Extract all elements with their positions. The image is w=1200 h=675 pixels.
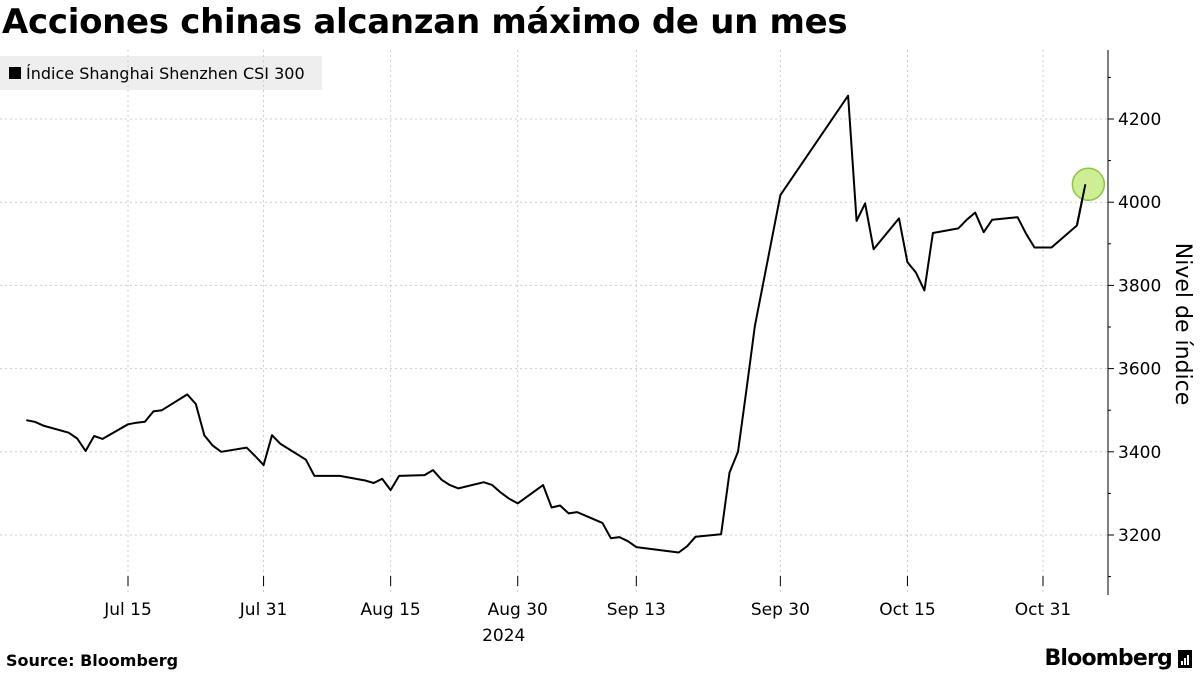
legend: Índice Shanghai Shenzhen CSI 300 bbox=[0, 56, 322, 90]
y-tick-label: 4000 bbox=[1118, 193, 1161, 213]
x-axis: Jul 15 Jul 31 Aug 15 Aug 30 Sep 13 Sep 30 Oct … bbox=[103, 576, 1071, 646]
grid-lines bbox=[0, 50, 1108, 595]
legend-label: Índice Shanghai Shenzhen CSI 300 bbox=[26, 63, 305, 83]
x-tick-label: Aug 15 bbox=[361, 600, 421, 620]
bloomberg-terminal-icon bbox=[1178, 649, 1192, 668]
y-tick-label: 3200 bbox=[1118, 526, 1161, 546]
x-tick-label: Jul 15 bbox=[103, 600, 152, 620]
brand-name: Bloomberg bbox=[1044, 646, 1172, 671]
x-tick-label: Aug 30 bbox=[488, 600, 548, 620]
x-tick-label: Sep 13 bbox=[607, 600, 666, 620]
source-note: Source: Bloomberg bbox=[6, 651, 179, 670]
y-tick-label: 3400 bbox=[1118, 443, 1161, 463]
y-tick-label: 3600 bbox=[1118, 360, 1161, 380]
x-tick-label: Oct 15 bbox=[879, 600, 935, 620]
x-tick-label: Oct 31 bbox=[1015, 600, 1071, 620]
legend-swatch bbox=[9, 67, 21, 79]
chart-title: Acciones chinas alcanzan máximo de un me… bbox=[2, 2, 848, 42]
brand-logo: Bloomberg bbox=[1044, 646, 1192, 671]
series-line bbox=[26, 94, 1087, 554]
series-last-segment bbox=[1075, 184, 1087, 226]
y-axis-title: Nivel de índice bbox=[1170, 243, 1195, 406]
y-axis: 3200 3400 3600 3800 4000 4200 Nivel de índice bbox=[1107, 50, 1195, 595]
y-tick-label: 3800 bbox=[1118, 276, 1161, 296]
series-layer bbox=[26, 94, 1106, 554]
x-tick-label: Sep 30 bbox=[751, 600, 810, 620]
y-tick-label: 4200 bbox=[1118, 110, 1161, 130]
x-axis-year-label: 2024 bbox=[482, 626, 525, 646]
x-tick-label: Jul 31 bbox=[239, 600, 288, 620]
highlight-marker bbox=[1071, 167, 1106, 202]
